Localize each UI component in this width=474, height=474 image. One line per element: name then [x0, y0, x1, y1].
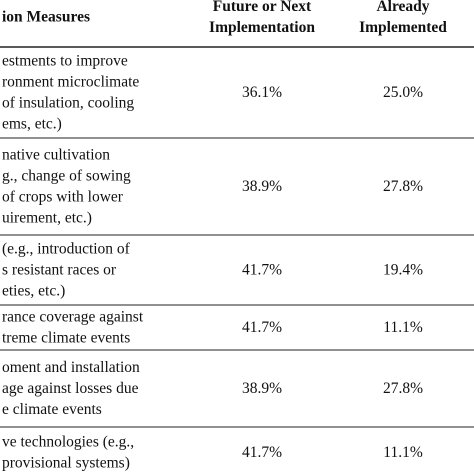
percent-cell: 19.4%	[383, 262, 423, 279]
header-cell: Implemented	[359, 19, 447, 36]
measure-cell: ve technologies (e.g.,	[2, 434, 134, 451]
measure-cell: s resistant races or	[2, 262, 117, 279]
percent-cell: 27.8%	[383, 380, 423, 397]
measure-cell: eties, etc.)	[2, 283, 65, 300]
percent-cell: 38.9%	[242, 178, 282, 195]
header-cell: Future or Next	[213, 0, 312, 15]
measure-cell: oment and installation	[2, 359, 140, 376]
percent-cell: 41.7%	[242, 319, 282, 336]
percent-cell: 41.7%	[242, 262, 282, 279]
measure-cell: estments to improve	[2, 53, 128, 70]
header-cell: Implementation	[209, 19, 315, 36]
measure-cell: uirement, etc.)	[2, 210, 92, 227]
measure-cell: ems, etc.)	[2, 116, 62, 133]
measure-cell: treme climate events	[2, 330, 130, 347]
measure-cell: e climate events	[2, 401, 102, 418]
measure-cell: age against losses due	[2, 380, 139, 397]
percent-cell: 11.1%	[383, 319, 423, 336]
measure-cell: of crops with lower	[2, 189, 124, 206]
percent-cell: 36.1%	[242, 84, 282, 101]
percent-cell: 27.8%	[383, 178, 423, 195]
measure-cell: g., change of sowing	[2, 168, 131, 185]
measure-cell: of insulation, cooling	[2, 95, 134, 112]
percent-cell: 25.0%	[383, 84, 423, 101]
measure-cell: provisional systems)	[2, 455, 130, 472]
measure-cell: ronment microclimate	[2, 74, 139, 91]
percent-cell: 38.9%	[242, 380, 282, 397]
measure-cell: (e.g., introduction of	[2, 241, 131, 258]
header-cell: Already	[376, 0, 429, 15]
percent-cell: 11.1%	[383, 444, 423, 461]
header-cell: ion Measures	[2, 9, 90, 26]
percent-cell: 41.7%	[242, 444, 282, 461]
measure-cell: rance coverage against	[2, 309, 144, 326]
measure-cell: native cultivation	[2, 147, 110, 164]
